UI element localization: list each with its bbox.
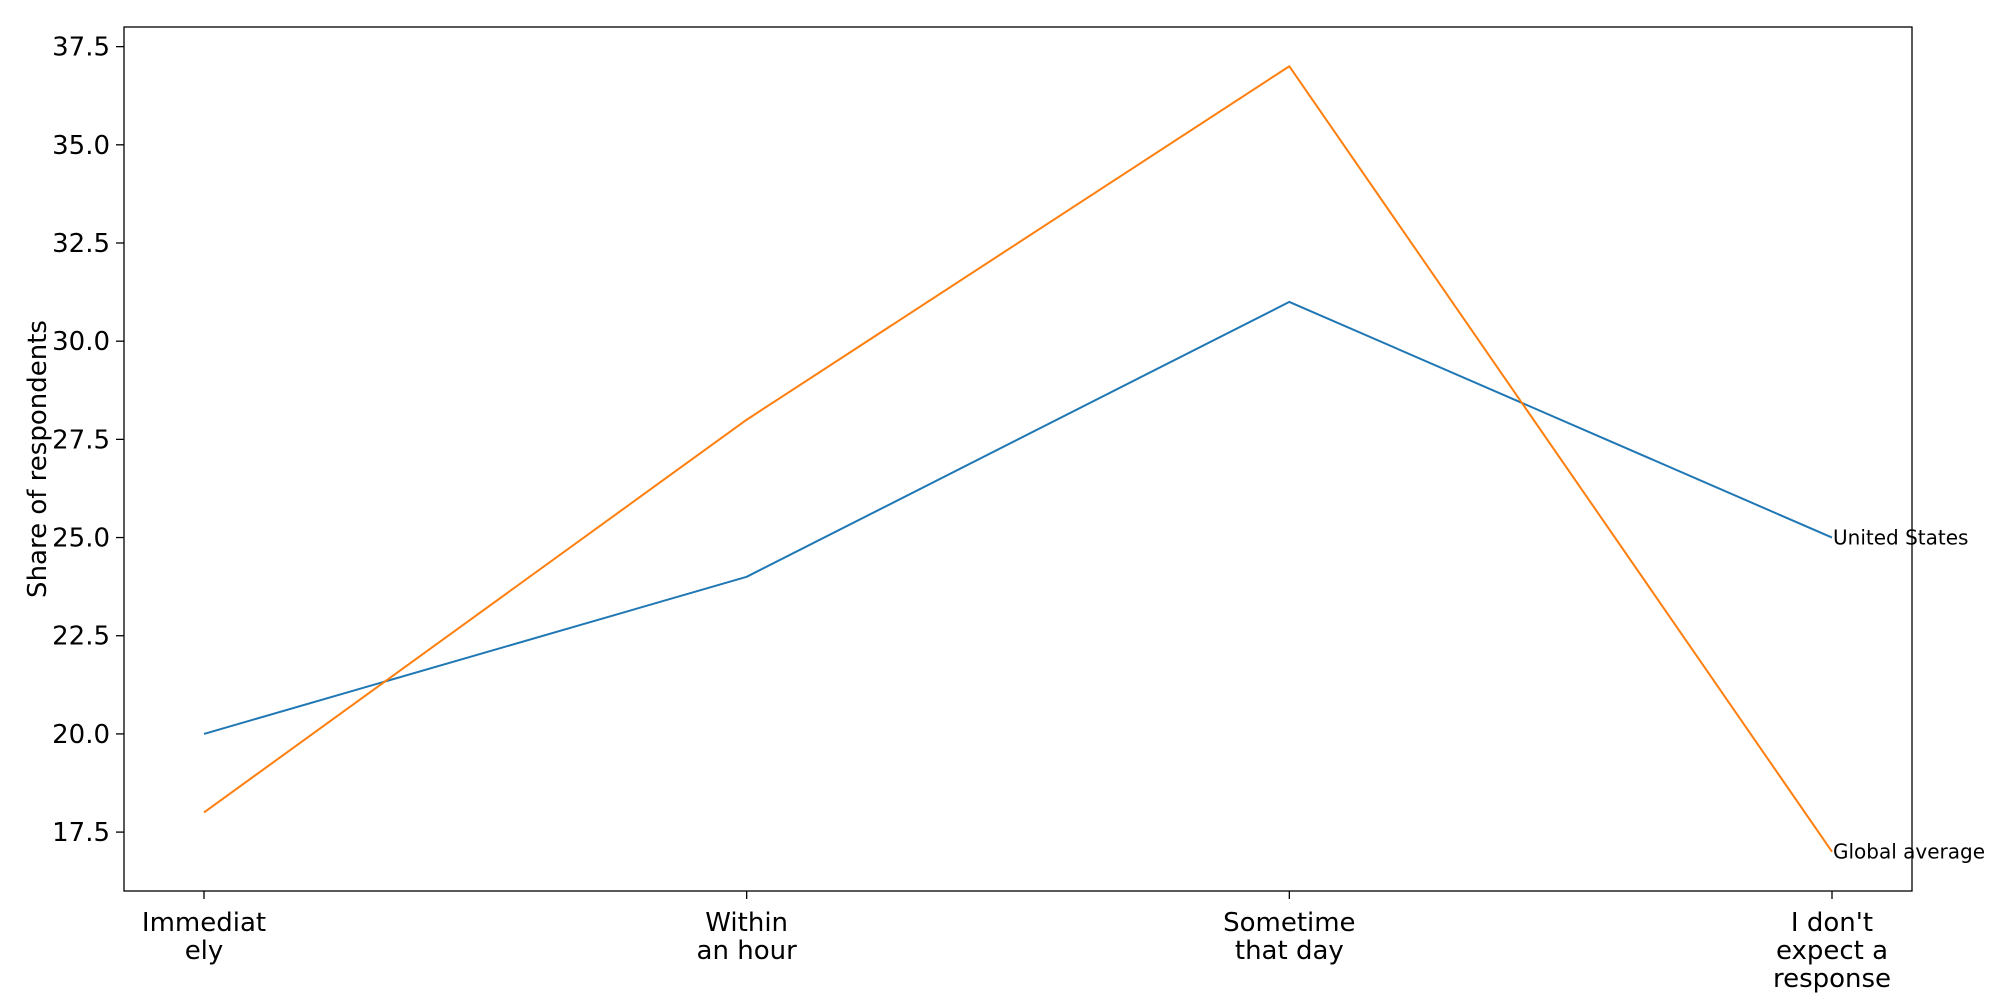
x-tick-label-line: Immediat — [142, 908, 266, 938]
series-line-global-average — [203, 65, 1833, 853]
x-tick-label: Immediat ely — [142, 908, 266, 966]
x-tick-label-line: response — [1773, 964, 1891, 994]
y-tick-label: 17.5 — [52, 818, 110, 848]
y-axis-label: Share of respondents — [23, 320, 53, 598]
plot-area — [123, 26, 1913, 892]
x-axis: Immediat ely Within an hour Sometime that day… — [142, 891, 1891, 994]
x-tick-label-line: Sometime — [1223, 908, 1355, 938]
x-tick-label-line: expect a — [1776, 936, 1888, 966]
y-tick-label: 37.5 — [52, 33, 110, 63]
series-end-label: Global average — [1833, 840, 1985, 864]
y-tick-label: 20.0 — [52, 720, 110, 750]
x-tick-label-line: that day — [1235, 936, 1344, 966]
series-end-labels: United States Global average — [1833, 526, 1985, 864]
series-line-united-states — [203, 300, 1833, 735]
x-tick-label-line: I don't — [1791, 908, 1873, 938]
y-tick-label: 22.5 — [52, 622, 110, 652]
series-lines — [203, 65, 1833, 853]
y-tick-label: 27.5 — [52, 425, 110, 455]
series-end-label: United States — [1833, 526, 1968, 550]
x-tick-label: I don't expect a response — [1773, 908, 1891, 994]
x-tick-label-line: ely — [185, 936, 224, 966]
y-tick-label: 32.5 — [52, 229, 110, 259]
x-tick-label: Within an hour — [697, 908, 798, 966]
y-tick-label: 35.0 — [52, 131, 110, 161]
x-tick-label-line: Within — [705, 908, 788, 938]
y-axis: 17.5 20.0 22.5 25.0 27.5 30.0 32.5 35.0 37.5 — [52, 33, 124, 848]
y-tick-label: 30.0 — [52, 327, 110, 357]
y-tick-label: 25.0 — [52, 524, 110, 554]
x-tick-label-line: an hour — [697, 936, 798, 966]
x-tick-label: Sometime that day — [1223, 908, 1355, 966]
